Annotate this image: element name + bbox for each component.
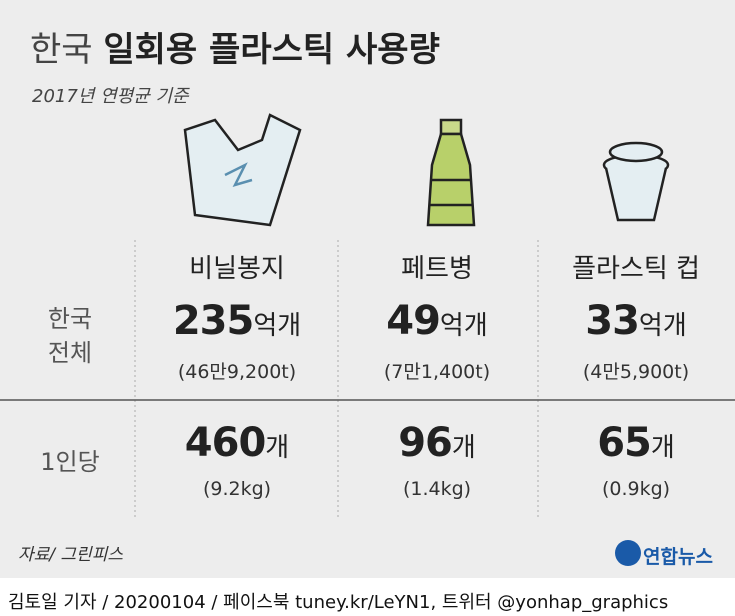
title-bold: 일회용 플라스틱 사용량 (103, 30, 440, 70)
subtitle: 2017년 연평균 기준 (32, 86, 189, 107)
source: 자료/ 그린피스 (18, 545, 123, 565)
unit: 개 (451, 433, 476, 463)
cell-detail: (1.4kg) (402, 478, 472, 500)
row-label-line: 1인당 (40, 448, 100, 476)
logo-mark (615, 540, 641, 566)
column-header: 비닐봉지 (189, 254, 285, 284)
number: 96 (398, 420, 453, 466)
credit: 김토일 기자 / 20200104 / 페이스북 tuney.kr/LeYN1,… (8, 592, 669, 613)
cell-value: 96개 (398, 420, 476, 466)
unit: 억개 (253, 311, 302, 341)
row-label: 1인당 (40, 445, 99, 479)
cell-detail: (9.2kg) (202, 478, 272, 500)
cell-value: 49억개 (386, 298, 488, 344)
cell-detail: (46만9,200t) (177, 361, 297, 383)
panel (0, 0, 735, 578)
logo: 연합뉴스 (643, 546, 713, 568)
unit: 개 (650, 433, 675, 463)
row-label-line: 전체 (47, 339, 93, 367)
cell-detail: (7만1,400t) (383, 361, 491, 383)
unit: 억개 (439, 311, 488, 341)
cell-value: 65개 (597, 420, 675, 466)
bottle-icon (426, 118, 476, 227)
title-light: 한국 (30, 30, 93, 70)
cell-value: 460개 (185, 420, 289, 466)
unit: 억개 (638, 311, 687, 341)
graphics (0, 113, 735, 566)
cell-detail: (4만5,900t) (582, 361, 690, 383)
number: 235 (172, 298, 254, 344)
cell-detail: (0.9kg) (601, 478, 671, 500)
number: 49 (386, 298, 441, 344)
row-label-line: 한국 (47, 305, 93, 333)
number: 460 (184, 420, 266, 466)
cell-value: 33억개 (585, 298, 687, 344)
title: 한국 일회용 플라스틱 사용량 (30, 22, 440, 71)
bag-icon (183, 113, 302, 227)
cup-icon (602, 141, 670, 222)
column-header: 플라스틱 컵 (572, 254, 700, 284)
unit: 개 (265, 433, 290, 463)
column-header: 페트병 (401, 254, 473, 284)
number: 65 (597, 420, 652, 466)
number: 33 (585, 298, 640, 344)
cell-value: 235억개 (173, 298, 301, 344)
